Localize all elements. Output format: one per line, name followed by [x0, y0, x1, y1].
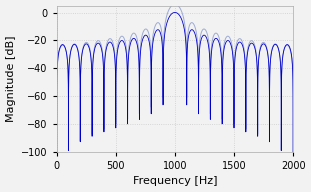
- X-axis label: Frequency [Hz]: Frequency [Hz]: [132, 176, 217, 186]
- Y-axis label: Magnitude [dB]: Magnitude [dB]: [6, 36, 16, 122]
